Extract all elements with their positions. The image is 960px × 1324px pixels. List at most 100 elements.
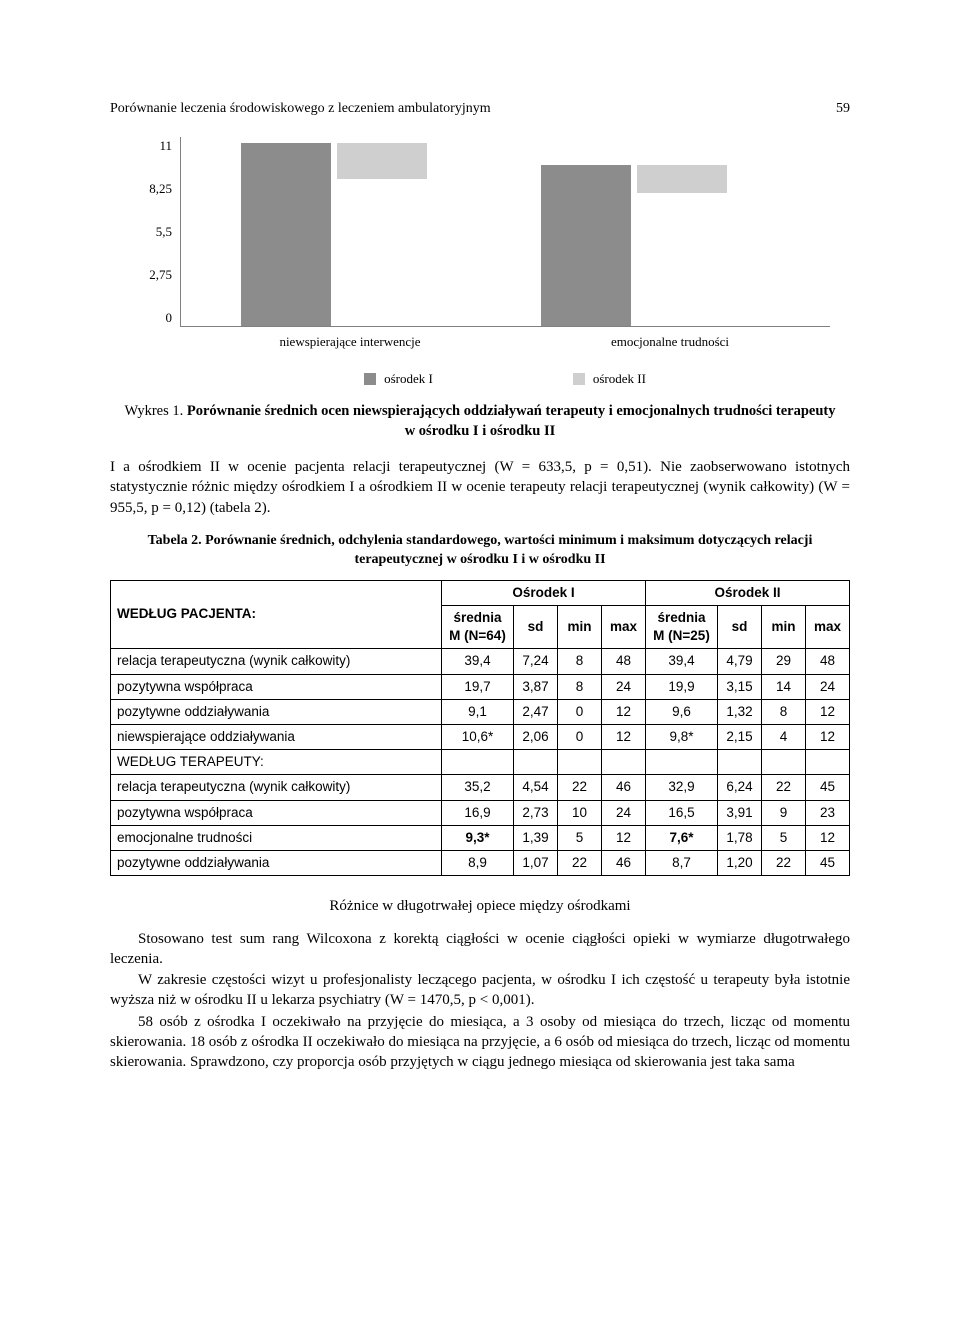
row-label-cell: pozytywne oddziaływania	[111, 699, 442, 724]
th-osrodek-1: Ośrodek I	[442, 580, 646, 605]
data-cell: 12	[602, 699, 646, 724]
table-row: pozytywna współpraca19,73,8782419,93,151…	[111, 674, 850, 699]
data-cell: 12	[806, 724, 850, 749]
th-osrodek-2: Ośrodek II	[646, 580, 850, 605]
data-cell: 29	[762, 649, 806, 674]
section-header-cell: WEDŁUG TERAPEUTY:	[111, 750, 442, 775]
legend-swatch	[364, 373, 376, 385]
table-subheader: min	[558, 605, 602, 648]
data-cell: 7,6*	[646, 825, 718, 850]
y-axis: 118,255,52,750	[130, 137, 180, 327]
data-cell: 9,1	[442, 699, 514, 724]
data-cell: 39,4	[646, 649, 718, 674]
data-cell: 9	[762, 800, 806, 825]
th-group-pacjenta: WEDŁUG PACJENTA:	[111, 580, 442, 649]
table-row: pozytywne oddziaływania8,91,0722468,71,2…	[111, 851, 850, 876]
comparison-table: WEDŁUG PACJENTA: Ośrodek I Ośrodek II śr…	[110, 580, 850, 877]
data-cell: 10	[558, 800, 602, 825]
table-subheader: średnia M (N=64)	[442, 605, 514, 648]
empty-cell	[646, 750, 718, 775]
data-cell: 16,5	[646, 800, 718, 825]
y-tick: 5,5	[156, 223, 172, 241]
legend-label: ośrodek I	[384, 370, 433, 388]
data-cell: 19,7	[442, 674, 514, 699]
table-caption: Tabela 2. Porównanie średnich, odchyleni…	[120, 532, 840, 570]
row-label-cell: pozytywna współpraca	[111, 674, 442, 699]
table-subheader: max	[602, 605, 646, 648]
data-cell: 10,6*	[442, 724, 514, 749]
plot-area	[180, 137, 830, 327]
bar-group	[541, 165, 727, 326]
legend-item: ośrodek II	[573, 370, 646, 388]
data-cell: 8	[558, 649, 602, 674]
data-cell: 4	[762, 724, 806, 749]
table-subheader: min	[762, 605, 806, 648]
data-cell: 4,79	[718, 649, 762, 674]
data-cell: 0	[558, 699, 602, 724]
table-row: pozytywna współpraca16,92,73102416,53,91…	[111, 800, 850, 825]
data-cell: 3,87	[514, 674, 558, 699]
data-cell: 1,07	[514, 851, 558, 876]
legend-item: ośrodek I	[364, 370, 433, 388]
figure-caption: Wykres 1. Porównanie średnich ocen niews…	[120, 402, 840, 441]
table-subheader: max	[806, 605, 850, 648]
data-cell: 2,06	[514, 724, 558, 749]
data-cell: 1,39	[514, 825, 558, 850]
empty-cell	[558, 750, 602, 775]
data-cell: 1,78	[718, 825, 762, 850]
data-cell: 16,9	[442, 800, 514, 825]
data-cell: 8,7	[646, 851, 718, 876]
body-paragraph: Stosowano test sum rang Wilcoxona z kore…	[110, 929, 850, 970]
data-cell: 1,32	[718, 699, 762, 724]
data-cell: 3,15	[718, 674, 762, 699]
empty-cell	[762, 750, 806, 775]
data-cell: 48	[602, 649, 646, 674]
data-cell: 5	[558, 825, 602, 850]
data-cell: 12	[602, 825, 646, 850]
bar	[337, 143, 427, 179]
row-label-cell: pozytywna współpraca	[111, 800, 442, 825]
legend-swatch	[573, 373, 585, 385]
data-cell: 45	[806, 775, 850, 800]
data-cell: 19,9	[646, 674, 718, 699]
x-axis-labels: niewspierające interwencjeemocjonalne tr…	[180, 333, 830, 351]
data-cell: 9,8*	[646, 724, 718, 749]
figure-caption-prefix: Wykres 1.	[125, 403, 187, 419]
empty-cell	[718, 750, 762, 775]
data-cell: 35,2	[442, 775, 514, 800]
data-cell: 24	[602, 674, 646, 699]
data-cell: 46	[602, 775, 646, 800]
empty-cell	[514, 750, 558, 775]
data-cell: 12	[806, 699, 850, 724]
table-row: emocjonalne trudności9,3*1,395127,6*1,78…	[111, 825, 850, 850]
data-cell: 12	[806, 825, 850, 850]
data-cell: 24	[602, 800, 646, 825]
data-cell: 3,91	[718, 800, 762, 825]
running-header: Porównanie leczenia środowiskowego z lec…	[110, 100, 850, 119]
data-cell: 39,4	[442, 649, 514, 674]
data-cell: 46	[602, 851, 646, 876]
data-cell: 23	[806, 800, 850, 825]
data-cell: 22	[558, 775, 602, 800]
body-text: Stosowano test sum rang Wilcoxona z kore…	[110, 929, 850, 1073]
empty-cell	[806, 750, 850, 775]
page-number: 59	[836, 100, 850, 119]
data-cell: 22	[762, 851, 806, 876]
data-cell: 24	[806, 674, 850, 699]
data-cell: 2,47	[514, 699, 558, 724]
bar-group	[241, 143, 427, 326]
data-cell: 2,15	[718, 724, 762, 749]
data-cell: 9,6	[646, 699, 718, 724]
table-row: pozytywne oddziaływania9,12,470129,61,32…	[111, 699, 850, 724]
bar	[637, 165, 727, 193]
table-row: WEDŁUG TERAPEUTY:	[111, 750, 850, 775]
y-tick: 0	[166, 309, 173, 327]
table-subheader: średnia M (N=25)	[646, 605, 718, 648]
empty-cell	[442, 750, 514, 775]
data-cell: 8	[762, 699, 806, 724]
running-title: Porównanie leczenia środowiskowego z lec…	[110, 100, 491, 119]
chart-legend: ośrodek I ośrodek II	[180, 370, 830, 388]
data-cell: 22	[558, 851, 602, 876]
bar	[541, 165, 631, 326]
data-cell: 12	[602, 724, 646, 749]
